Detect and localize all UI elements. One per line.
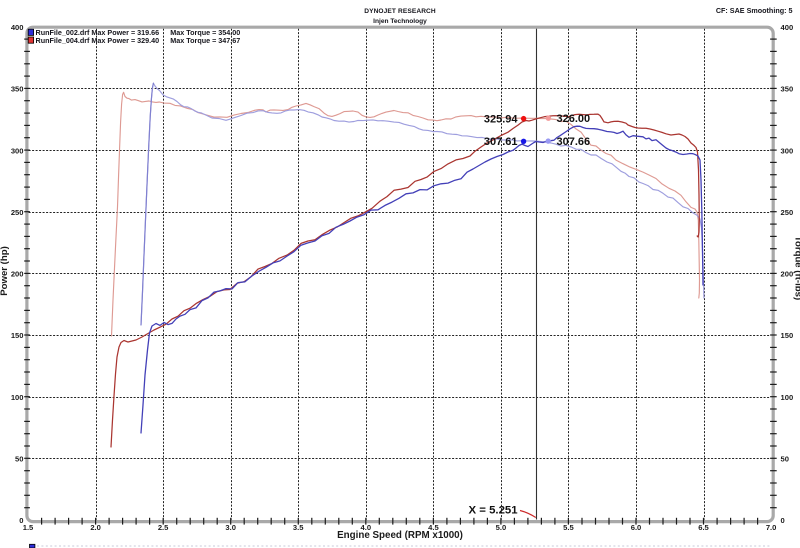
svg-text:50: 50 [15, 455, 23, 464]
svg-text:4.5: 4.5 [428, 523, 439, 532]
svg-text:3.0: 3.0 [225, 523, 236, 532]
svg-text:307.66: 307.66 [557, 136, 591, 148]
svg-text:400: 400 [781, 23, 794, 32]
svg-text:0: 0 [781, 516, 785, 525]
svg-text:5.5: 5.5 [563, 523, 574, 532]
svg-text:Injen Technology: Injen Technology [373, 18, 427, 25]
svg-text:50: 50 [781, 455, 789, 464]
svg-text:150: 150 [781, 331, 794, 340]
svg-text:RunFile_002.drf Max Power = 31: RunFile_002.drf Max Power = 319.66 [36, 28, 160, 37]
svg-text:4.0: 4.0 [361, 523, 372, 532]
svg-text:Torque (ft-lbs): Torque (ft-lbs) [793, 236, 800, 300]
svg-text:Power (hp): Power (hp) [0, 246, 10, 296]
svg-text:300: 300 [781, 146, 794, 155]
svg-text:325.94: 325.94 [484, 113, 519, 125]
svg-text:350: 350 [781, 85, 794, 94]
svg-text:100: 100 [781, 393, 794, 402]
svg-text:Max Torque = 354.00: Max Torque = 354.00 [170, 28, 240, 37]
svg-text:CF: SAE Smoothing: 5: CF: SAE Smoothing: 5 [716, 6, 793, 15]
svg-text:307.61: 307.61 [484, 136, 518, 148]
svg-text:350: 350 [11, 85, 24, 94]
svg-text:326.00: 326.00 [557, 113, 591, 125]
svg-text:Max Torque = 347.67: Max Torque = 347.67 [170, 36, 240, 45]
svg-text:X = 5.251: X = 5.251 [469, 505, 519, 517]
svg-text:150: 150 [11, 331, 24, 340]
svg-text:6.5: 6.5 [698, 523, 709, 532]
svg-text:RunFile_004.drf Max Power = 32: RunFile_004.drf Max Power = 329.40 [36, 36, 160, 45]
svg-text:5.0: 5.0 [496, 523, 507, 532]
svg-text:7.0: 7.0 [766, 523, 777, 532]
svg-text:6.0: 6.0 [631, 523, 642, 532]
svg-text:200: 200 [781, 270, 794, 279]
svg-text:100: 100 [11, 393, 24, 402]
svg-text:400: 400 [11, 23, 24, 32]
svg-text:300: 300 [11, 146, 24, 155]
svg-text:1.5: 1.5 [23, 523, 34, 532]
svg-text:250: 250 [781, 208, 794, 217]
svg-text:2.5: 2.5 [158, 523, 169, 532]
svg-text:0: 0 [19, 516, 23, 525]
svg-text:Engine Speed (RPM x1000): Engine Speed (RPM x1000) [337, 530, 463, 541]
svg-text:250: 250 [11, 208, 24, 217]
svg-text:200: 200 [11, 270, 24, 279]
svg-text:3.5: 3.5 [293, 523, 304, 532]
svg-text:2.0: 2.0 [90, 523, 101, 532]
svg-text:DYNOJET RESEARCH: DYNOJET RESEARCH [364, 8, 436, 15]
